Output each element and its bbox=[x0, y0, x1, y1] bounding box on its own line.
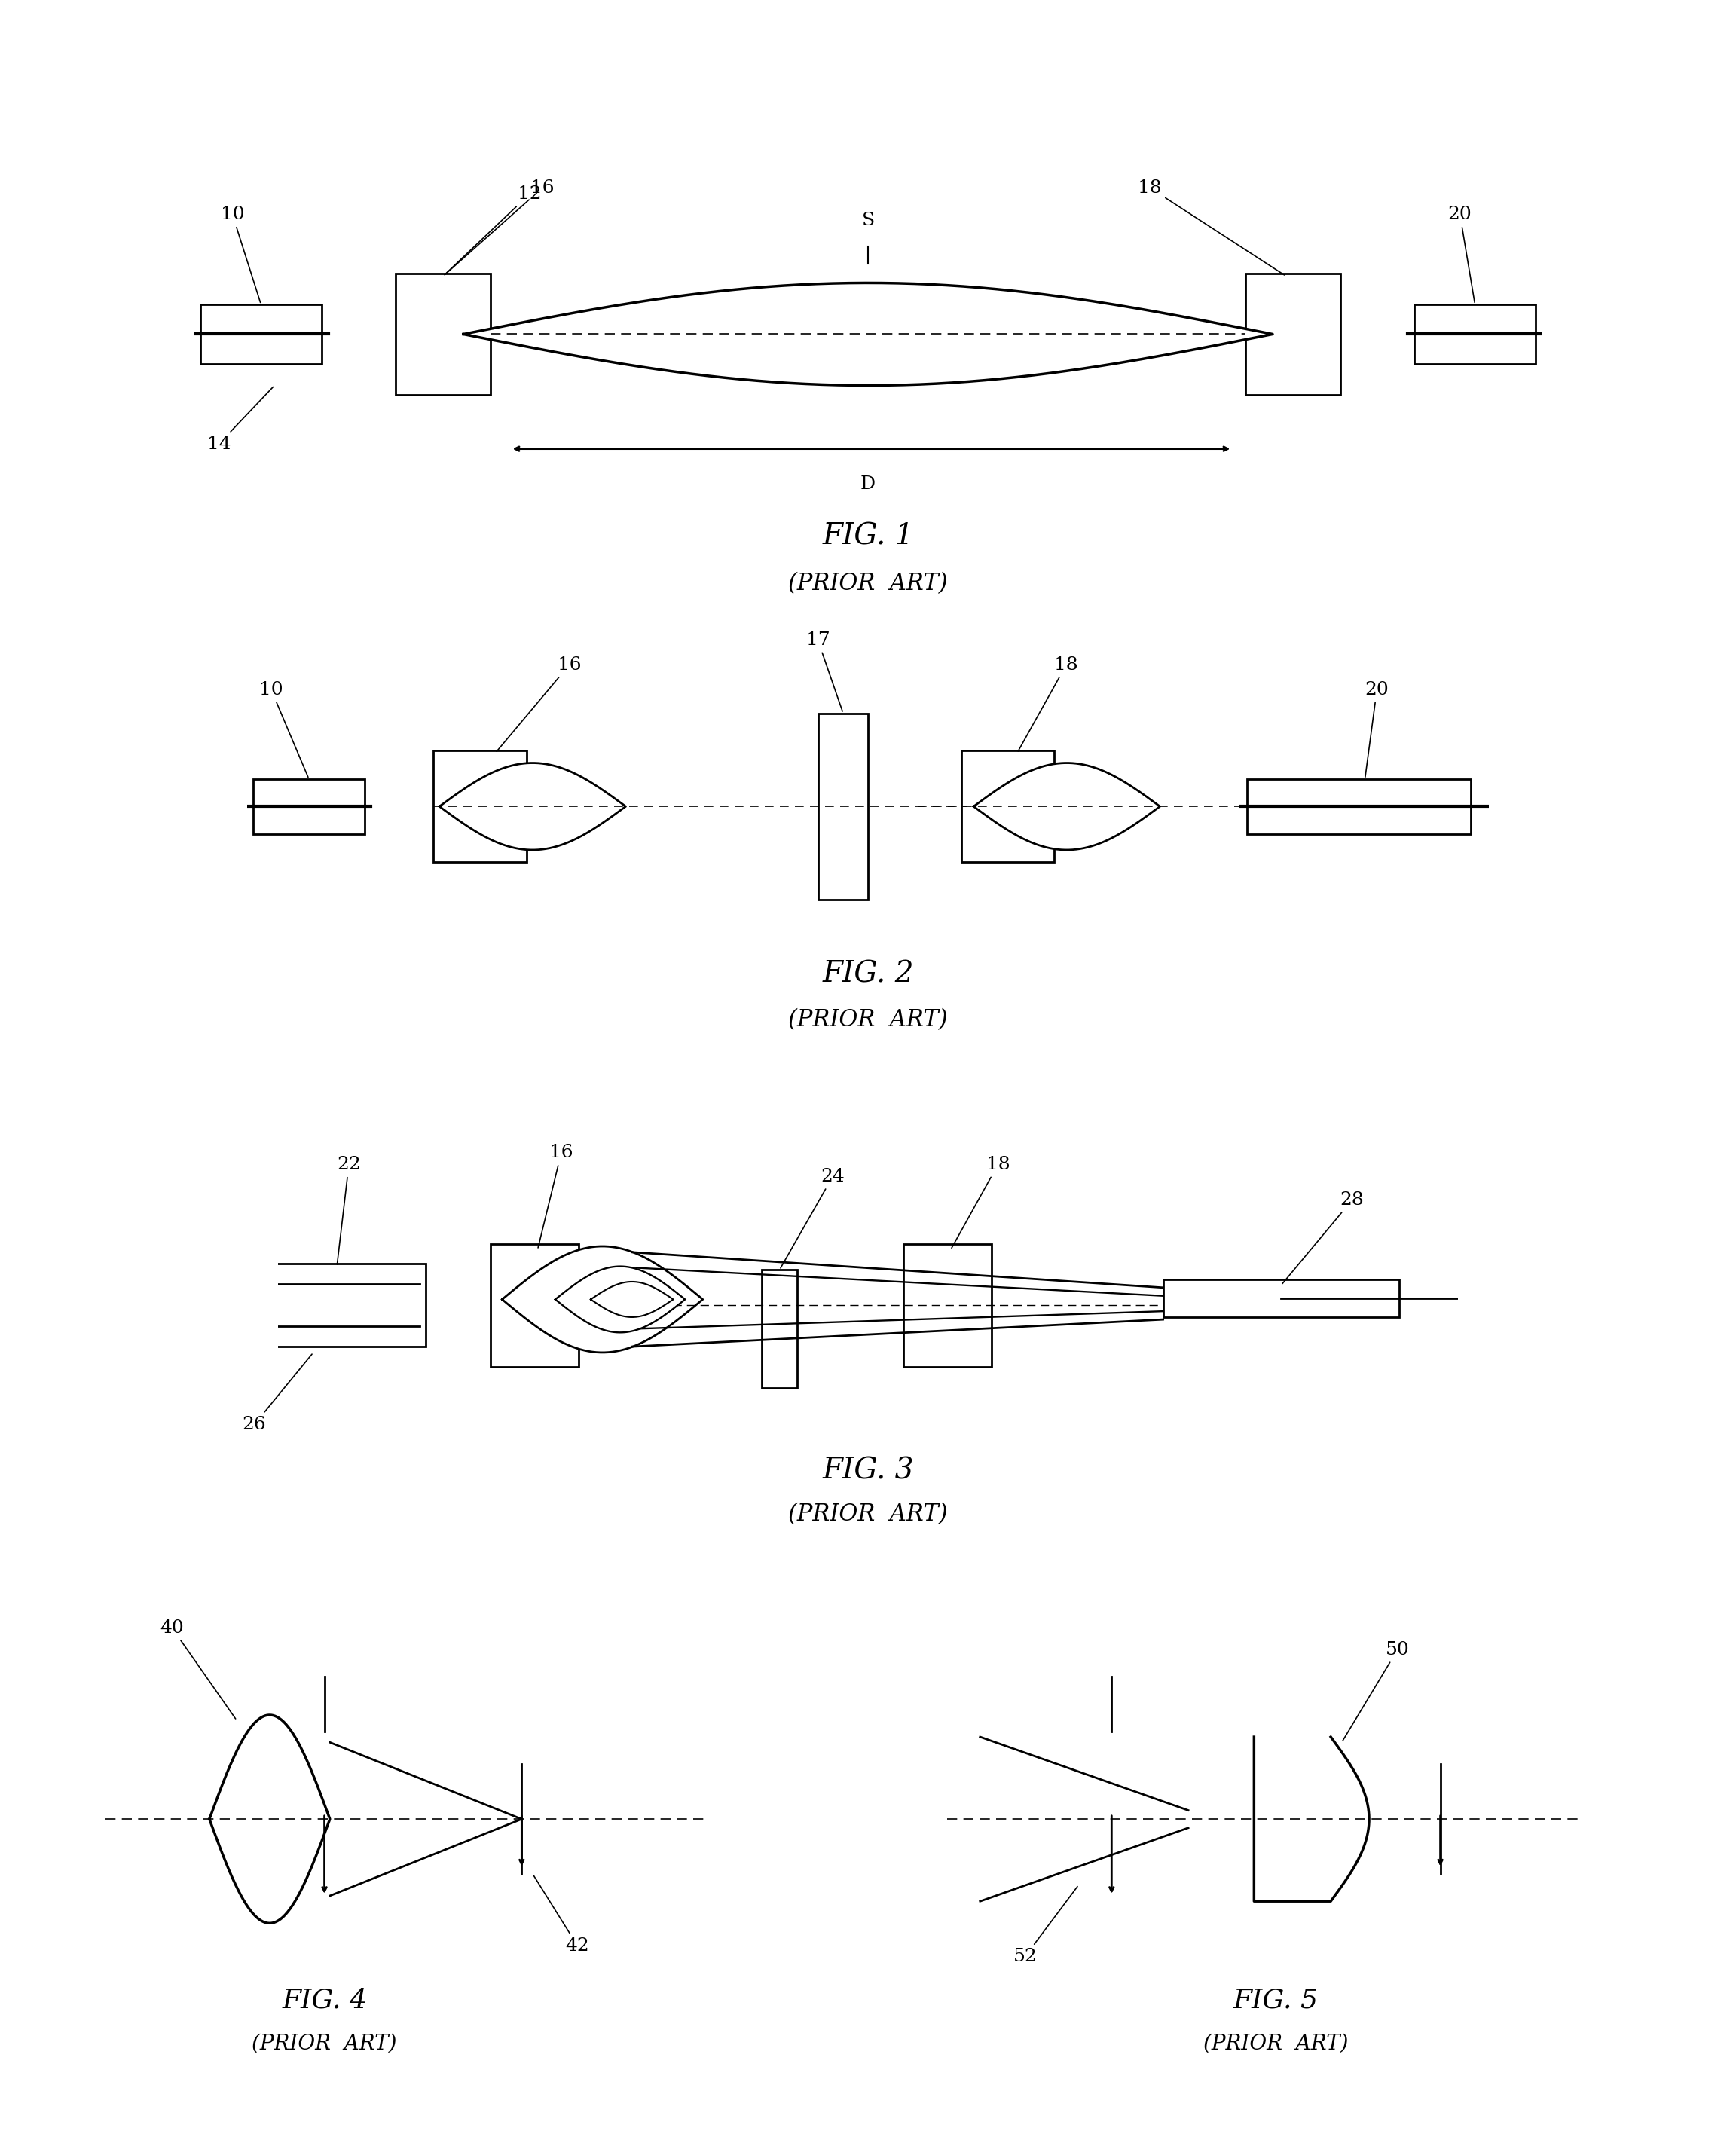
Bar bbox=[1246, 779, 1470, 835]
Bar bbox=[490, 1245, 578, 1367]
Text: S: S bbox=[861, 212, 875, 230]
Text: 14: 14 bbox=[207, 386, 273, 453]
Text: (PRIOR  ART): (PRIOR ART) bbox=[788, 1502, 948, 1526]
Text: 18: 18 bbox=[1017, 657, 1078, 751]
Bar bbox=[762, 1270, 797, 1388]
Text: FIG. 5: FIG. 5 bbox=[1233, 1987, 1319, 2013]
Text: 40: 40 bbox=[160, 1620, 236, 1719]
Bar bbox=[396, 273, 490, 395]
Text: 50: 50 bbox=[1342, 1642, 1410, 1740]
Text: 18: 18 bbox=[951, 1157, 1010, 1249]
Text: 10: 10 bbox=[220, 206, 260, 303]
Text: 17: 17 bbox=[806, 631, 842, 710]
Text: 20: 20 bbox=[1448, 206, 1474, 303]
Bar bbox=[1415, 305, 1536, 365]
Bar bbox=[253, 779, 365, 835]
Text: (PRIOR  ART): (PRIOR ART) bbox=[788, 573, 948, 594]
Polygon shape bbox=[974, 764, 1160, 850]
Bar bbox=[200, 305, 321, 365]
Text: (PRIOR  ART): (PRIOR ART) bbox=[252, 2034, 398, 2054]
Text: 16: 16 bbox=[444, 178, 554, 275]
Polygon shape bbox=[210, 1715, 330, 1923]
Text: 26: 26 bbox=[243, 1354, 312, 1434]
Polygon shape bbox=[502, 1247, 703, 1352]
Text: (PRIOR  ART): (PRIOR ART) bbox=[1203, 2034, 1349, 2054]
Polygon shape bbox=[1253, 1736, 1370, 1901]
Text: 10: 10 bbox=[259, 680, 307, 777]
Bar bbox=[1246, 273, 1340, 395]
Bar bbox=[434, 751, 526, 863]
Bar bbox=[273, 1264, 425, 1348]
Text: 16: 16 bbox=[496, 657, 582, 751]
Polygon shape bbox=[556, 1266, 686, 1333]
Text: 16: 16 bbox=[538, 1144, 573, 1247]
Text: 52: 52 bbox=[1014, 1886, 1078, 1966]
Text: 20: 20 bbox=[1364, 680, 1389, 777]
Polygon shape bbox=[439, 764, 625, 850]
Text: FIG. 4: FIG. 4 bbox=[281, 1987, 366, 2013]
Text: 12: 12 bbox=[444, 187, 542, 275]
Bar bbox=[903, 1245, 991, 1367]
Polygon shape bbox=[590, 1281, 674, 1318]
Polygon shape bbox=[464, 283, 1272, 386]
Text: 22: 22 bbox=[337, 1157, 361, 1264]
Text: FIG. 2: FIG. 2 bbox=[823, 959, 913, 987]
Bar bbox=[1163, 1279, 1399, 1318]
Text: 42: 42 bbox=[533, 1876, 590, 1955]
Bar bbox=[962, 751, 1054, 863]
Bar bbox=[818, 712, 868, 899]
Text: D: D bbox=[861, 476, 875, 494]
Text: 28: 28 bbox=[1283, 1191, 1364, 1283]
Text: FIG. 1: FIG. 1 bbox=[823, 524, 913, 549]
Text: FIG. 3: FIG. 3 bbox=[823, 1457, 913, 1485]
Text: 24: 24 bbox=[781, 1167, 845, 1268]
Text: 18: 18 bbox=[1137, 178, 1285, 275]
Text: (PRIOR  ART): (PRIOR ART) bbox=[788, 1009, 948, 1032]
